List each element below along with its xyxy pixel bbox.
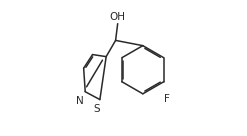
Text: S: S bbox=[93, 104, 100, 114]
Text: N: N bbox=[76, 96, 84, 106]
Text: F: F bbox=[164, 94, 170, 104]
Text: OH: OH bbox=[110, 12, 126, 22]
